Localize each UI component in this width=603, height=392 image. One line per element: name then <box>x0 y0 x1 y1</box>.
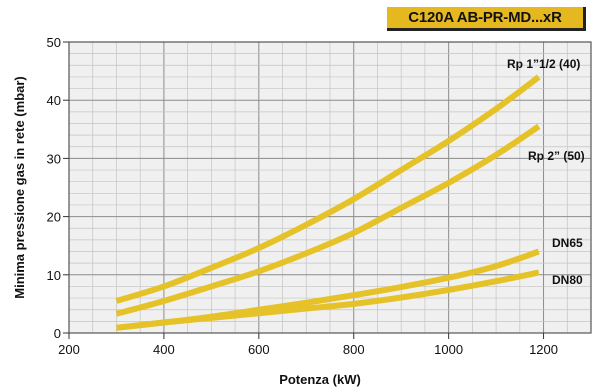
y-tick-label: 10 <box>47 268 61 283</box>
x-tick-label: 1200 <box>529 342 558 357</box>
x-axis-title: Potenza (kW) <box>279 372 361 387</box>
x-tick-label: 200 <box>58 342 80 357</box>
series-line-dn80 <box>116 269 540 331</box>
series-label-rp-1-1-2-40: Rp 1”1/2 (40) <box>507 57 580 71</box>
y-tick-label: 50 <box>47 35 61 50</box>
x-tick-label: 1000 <box>434 342 463 357</box>
series-label-rp-2-50: Rp 2” (50) <box>528 149 585 163</box>
series-line-rp-1-1-2-40 <box>115 74 541 304</box>
y-axis-title: Minima pressione gas in rete (mbar) <box>12 76 27 299</box>
x-tick-label: 800 <box>343 342 365 357</box>
chart-title: C120A AB-PR-MD...xR <box>387 7 586 31</box>
series-label-dn65: DN65 <box>552 236 583 250</box>
y-tick-label: 30 <box>47 151 61 166</box>
series-line-rp-2-50 <box>115 123 541 317</box>
y-tick-label: 40 <box>47 93 61 108</box>
y-tick-label: 20 <box>47 210 61 225</box>
y-tick-label: 0 <box>54 326 61 341</box>
plot-frame <box>68 41 592 334</box>
x-tick-label: 600 <box>248 342 270 357</box>
series-label-dn80: DN80 <box>552 273 583 287</box>
x-tick-label: 400 <box>153 342 175 357</box>
